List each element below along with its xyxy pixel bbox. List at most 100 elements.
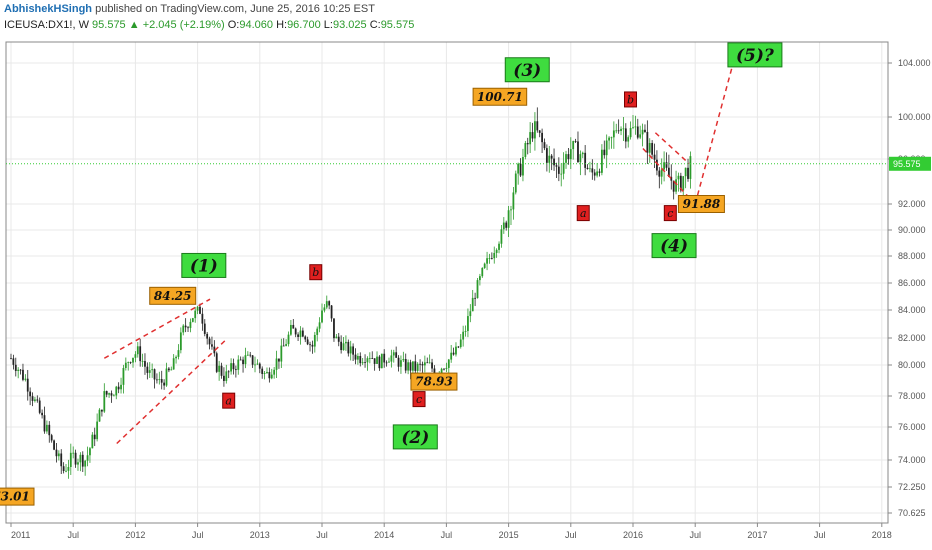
candle[interactable] — [79, 452, 82, 472]
candle[interactable] — [19, 369, 22, 375]
candle[interactable] — [98, 408, 101, 422]
candle[interactable] — [593, 169, 596, 181]
candle[interactable] — [395, 346, 398, 358]
candle[interactable] — [65, 463, 67, 473]
candle[interactable] — [318, 317, 321, 333]
candle[interactable] — [10, 353, 12, 360]
candle[interactable] — [268, 367, 271, 383]
candle[interactable] — [333, 318, 335, 342]
candle[interactable] — [311, 340, 314, 354]
candle[interactable] — [330, 304, 333, 322]
candle[interactable] — [660, 158, 663, 185]
candle[interactable] — [270, 368, 273, 380]
candle[interactable] — [112, 393, 115, 397]
candle[interactable] — [31, 392, 34, 407]
candle[interactable] — [321, 303, 323, 324]
candle[interactable] — [687, 158, 689, 182]
candle[interactable] — [620, 126, 622, 136]
candle[interactable] — [467, 308, 469, 338]
candle[interactable] — [215, 351, 218, 374]
candle[interactable] — [634, 115, 637, 135]
candle[interactable] — [309, 341, 311, 352]
candle[interactable] — [282, 338, 285, 347]
trend-lines[interactable] — [103, 56, 736, 445]
annotation-red[interactable]: c — [412, 391, 426, 408]
annotation-green[interactable]: (2) — [392, 424, 438, 450]
candle[interactable] — [29, 387, 32, 406]
candle[interactable] — [459, 334, 462, 349]
candle[interactable] — [304, 335, 307, 343]
candle[interactable] — [495, 248, 498, 258]
candle[interactable] — [464, 325, 467, 337]
candle[interactable] — [490, 252, 493, 260]
candle[interactable] — [294, 327, 297, 338]
candle[interactable] — [74, 449, 77, 468]
candle[interactable] — [385, 360, 388, 367]
candle[interactable] — [423, 355, 426, 373]
candle[interactable] — [84, 459, 87, 476]
candle[interactable] — [108, 392, 110, 398]
candle[interactable] — [242, 356, 244, 373]
candle[interactable] — [591, 159, 594, 180]
candle[interactable] — [323, 304, 326, 313]
candle[interactable] — [514, 170, 517, 195]
candle[interactable] — [158, 371, 161, 385]
candle[interactable] — [184, 318, 187, 333]
candle[interactable] — [163, 379, 166, 390]
candle[interactable] — [610, 136, 613, 149]
time-axis[interactable]: 2011 Jul 2012 Jul 2013 Jul 2014 Jul 2015 Jul 2016 J… — [10, 523, 892, 540]
candle[interactable] — [557, 157, 560, 182]
candle[interactable] — [239, 356, 242, 361]
annotation-green[interactable]: (1) — [181, 252, 227, 278]
candle[interactable] — [292, 319, 295, 329]
candle[interactable] — [213, 340, 216, 357]
candle[interactable] — [129, 361, 132, 365]
candle[interactable] — [91, 432, 94, 449]
candle[interactable] — [376, 351, 378, 364]
candle[interactable] — [179, 327, 182, 354]
wave-annotations[interactable]: (1) (2) (3) (4) (5)? 84.25 73.01 78.93 100.71 91.… — [0, 42, 783, 506]
candle[interactable] — [428, 354, 431, 364]
candle[interactable] — [627, 135, 630, 148]
candle[interactable] — [603, 140, 606, 159]
candle[interactable] — [584, 145, 587, 176]
candle[interactable] — [653, 143, 656, 168]
candle[interactable] — [12, 354, 15, 370]
candle[interactable] — [172, 354, 175, 370]
candle[interactable] — [407, 359, 410, 375]
candle[interactable] — [297, 332, 299, 342]
candle[interactable] — [445, 362, 448, 372]
candle[interactable] — [101, 409, 103, 417]
candle[interactable] — [22, 363, 24, 382]
candle[interactable] — [263, 371, 266, 380]
candle[interactable] — [684, 167, 687, 189]
candle[interactable] — [254, 356, 256, 373]
candle[interactable] — [667, 154, 670, 178]
candle[interactable] — [89, 447, 91, 463]
candle[interactable] — [378, 355, 381, 371]
candle[interactable] — [201, 307, 204, 331]
candle[interactable] — [26, 369, 29, 401]
candle[interactable] — [342, 337, 345, 351]
candle[interactable] — [96, 413, 99, 442]
candle[interactable] — [170, 366, 173, 371]
candle[interactable] — [244, 347, 247, 369]
candle[interactable] — [553, 148, 555, 171]
candle[interactable] — [225, 364, 228, 384]
candle[interactable] — [67, 459, 70, 479]
candle[interactable] — [285, 339, 288, 347]
candle[interactable] — [596, 163, 599, 178]
candle[interactable] — [636, 118, 639, 140]
candle[interactable] — [86, 446, 89, 467]
candle[interactable] — [457, 346, 460, 349]
candle[interactable] — [337, 332, 340, 347]
candle[interactable] — [356, 353, 359, 365]
candle[interactable] — [340, 335, 343, 354]
candle[interactable] — [132, 357, 134, 368]
candle[interactable] — [361, 357, 364, 366]
candle[interactable] — [105, 390, 108, 398]
candle[interactable] — [572, 140, 575, 160]
candle[interactable] — [612, 121, 615, 149]
candle[interactable] — [498, 241, 500, 254]
